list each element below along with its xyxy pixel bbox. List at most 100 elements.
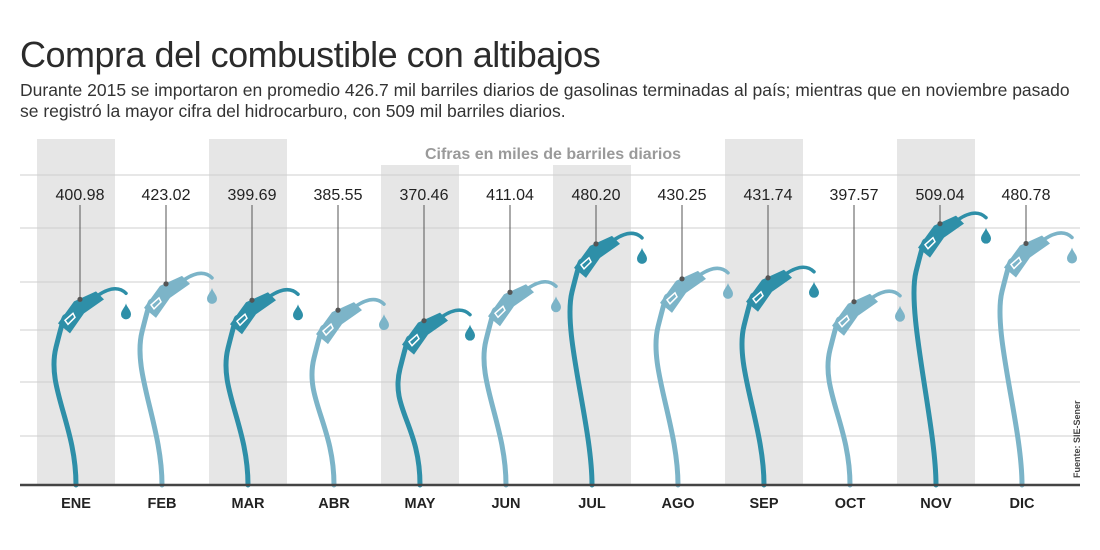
pump-abr: 385.55 — [309, 187, 389, 488]
spout — [956, 211, 988, 222]
value-label: 385.55 — [314, 187, 363, 204]
pump-ago: 430.25 — [653, 187, 733, 488]
drop — [723, 282, 733, 299]
category-label: MAY — [405, 496, 436, 512]
nozzle-grip — [235, 313, 248, 327]
leader-dot — [593, 241, 599, 247]
value-label: 430.25 — [658, 187, 707, 204]
pump-jun: 411.04 — [481, 187, 561, 488]
spout — [182, 271, 214, 282]
pump-may: 370.46 — [395, 187, 475, 488]
chart-title: Compra del combustible con altibajos — [20, 34, 601, 75]
hose — [137, 297, 165, 488]
category-label: FEB — [148, 496, 177, 512]
highlight-band-nov — [897, 139, 975, 485]
spout — [96, 287, 128, 298]
chart-subtitle: Durante 2015 se importaron en promedio 4… — [20, 80, 1070, 121]
hose — [653, 292, 681, 488]
nozzle-grip — [407, 333, 420, 347]
category-label: AGO — [661, 496, 694, 512]
pump-feb: 423.02 — [137, 187, 217, 488]
source-note: Fuente: SIE-Sener — [1072, 400, 1082, 478]
category-label: DIC — [1010, 496, 1036, 512]
highlight-band-jul — [553, 139, 631, 485]
leader-dot — [765, 275, 771, 281]
nozzle-grip — [837, 314, 850, 328]
pump-mar: 399.69 — [223, 187, 303, 488]
nozzle-grip — [1009, 256, 1022, 270]
drop — [293, 304, 303, 321]
value-label: 400.98 — [56, 187, 105, 204]
pump-series: 400.98 423.02 399.69 385.55 370.46 411.04 480.… — [51, 187, 1077, 488]
drop — [379, 314, 389, 331]
highlight-band-may — [381, 139, 459, 485]
leader-dot — [1023, 240, 1029, 247]
value-label: 509.04 — [916, 187, 965, 204]
category-label: MAR — [231, 496, 265, 512]
pump-ene: 400.98 — [51, 187, 131, 488]
category-label: JUN — [491, 496, 520, 512]
category-label: SEP — [749, 496, 778, 512]
leader-dot — [77, 296, 83, 302]
value-label: 397.57 — [830, 187, 879, 204]
category-labels: ENE FEB MAR ABR MAY JUN JUL AGO SEP OCT NOV DIC — [61, 496, 1035, 512]
value-label: 399.69 — [228, 187, 277, 204]
leader-dot — [335, 307, 341, 313]
pump-nov: 509.04 — [911, 187, 991, 488]
drop — [637, 247, 647, 264]
category-label: ENE — [61, 496, 91, 512]
spout — [526, 280, 558, 291]
leader-dot — [249, 297, 255, 303]
category-label: ABR — [318, 496, 350, 512]
note-background — [380, 139, 720, 165]
spout — [354, 297, 386, 308]
hose — [481, 305, 509, 488]
highlight-bands — [37, 139, 975, 485]
spout — [440, 308, 472, 319]
pump-sep: 431.74 — [739, 187, 819, 488]
drop — [207, 287, 217, 304]
spout — [268, 287, 300, 298]
drop — [809, 281, 819, 298]
nozzle-grip — [923, 236, 936, 250]
nozzle-grip — [579, 256, 592, 271]
spout — [784, 265, 816, 276]
highlight-band-sep — [725, 139, 803, 485]
value-label: 411.04 — [486, 187, 534, 204]
units-note: Cifras en miles de barriles diarios — [425, 146, 681, 163]
leader-dot — [679, 276, 685, 282]
nozzle-grip — [665, 291, 678, 305]
pump-jul: 480.20 — [567, 187, 647, 488]
value-label: 423.02 — [142, 187, 191, 204]
hose — [825, 315, 853, 488]
nozzle-grip — [149, 296, 162, 311]
hose — [997, 256, 1025, 488]
category-label: OCT — [835, 496, 866, 512]
drop — [895, 305, 905, 322]
drop — [551, 296, 561, 313]
leader-dot — [851, 299, 857, 305]
drop — [121, 303, 131, 320]
pump-oct: 397.57 — [825, 187, 905, 488]
drop — [1067, 247, 1077, 264]
spout — [1042, 231, 1074, 242]
pump-dic: 480.78 — [997, 187, 1077, 488]
nozzle-grip — [493, 305, 506, 319]
leader-dot — [937, 221, 943, 227]
nozzle-grip — [321, 322, 334, 337]
nozzle-grip — [63, 312, 76, 326]
spout — [870, 289, 902, 300]
leader-dot — [421, 318, 427, 324]
drop — [465, 324, 475, 341]
leader-dot — [507, 289, 513, 295]
spout — [698, 266, 730, 277]
spout — [612, 231, 644, 242]
category-label: JUL — [578, 496, 606, 512]
hose — [309, 323, 337, 488]
value-label: 370.46 — [400, 187, 449, 204]
value-label: 431.74 — [744, 187, 793, 204]
value-label: 480.78 — [1002, 187, 1051, 204]
leader-dot — [163, 281, 169, 287]
value-label: 480.20 — [572, 187, 621, 204]
